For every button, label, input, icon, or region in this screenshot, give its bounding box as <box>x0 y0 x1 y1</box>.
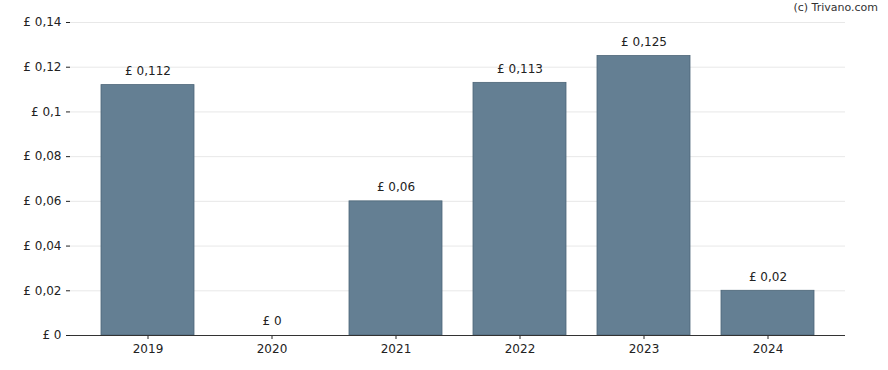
svg-text:£ 0: £ 0 <box>42 328 61 342</box>
svg-text:£ 0,08: £ 0,08 <box>23 149 61 163</box>
svg-text:2022: 2022 <box>505 342 536 356</box>
html-text:(c) Trivano.com: (c) Trivano.com <box>793 1 878 14</box>
svg-text:£ 0,14: £ 0,14 <box>23 15 61 29</box>
svg-text:£ 0,04: £ 0,04 <box>23 239 61 253</box>
svg-text:2020: 2020 <box>257 342 288 356</box>
svg-text:2023: 2023 <box>629 342 660 356</box>
svg-text:£ 0,125: £ 0,125 <box>621 35 667 49</box>
svg-text:£ 0,112: £ 0,112 <box>125 64 171 78</box>
svg-text:£ 0,113: £ 0,113 <box>497 62 543 76</box>
svg-text:2024: 2024 <box>753 342 784 356</box>
svg-text:£ 0: £ 0 <box>262 314 281 328</box>
svg-text:£ 0,06: £ 0,06 <box>23 194 61 208</box>
svg-text:£ 0,02: £ 0,02 <box>23 284 61 298</box>
svg-text:£ 0,02: £ 0,02 <box>749 270 787 284</box>
svg-text:2019: 2019 <box>133 342 164 356</box>
svg-text:£ 0,1: £ 0,1 <box>31 105 62 119</box>
svg-text:£ 0,06: £ 0,06 <box>377 180 415 194</box>
svg-text:2021: 2021 <box>381 342 412 356</box>
svg-text:£ 0,12: £ 0,12 <box>23 60 61 74</box>
